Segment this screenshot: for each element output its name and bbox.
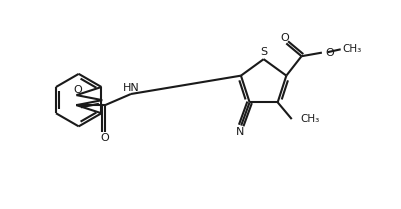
Text: S: S xyxy=(259,47,267,57)
Text: N: N xyxy=(236,127,244,137)
Text: O: O xyxy=(73,85,82,95)
Text: CH₃: CH₃ xyxy=(300,114,319,124)
Text: HN: HN xyxy=(123,83,140,93)
Text: O: O xyxy=(101,133,109,143)
Text: O: O xyxy=(279,33,288,43)
Text: O: O xyxy=(324,48,333,58)
Text: CH₃: CH₃ xyxy=(341,44,360,54)
